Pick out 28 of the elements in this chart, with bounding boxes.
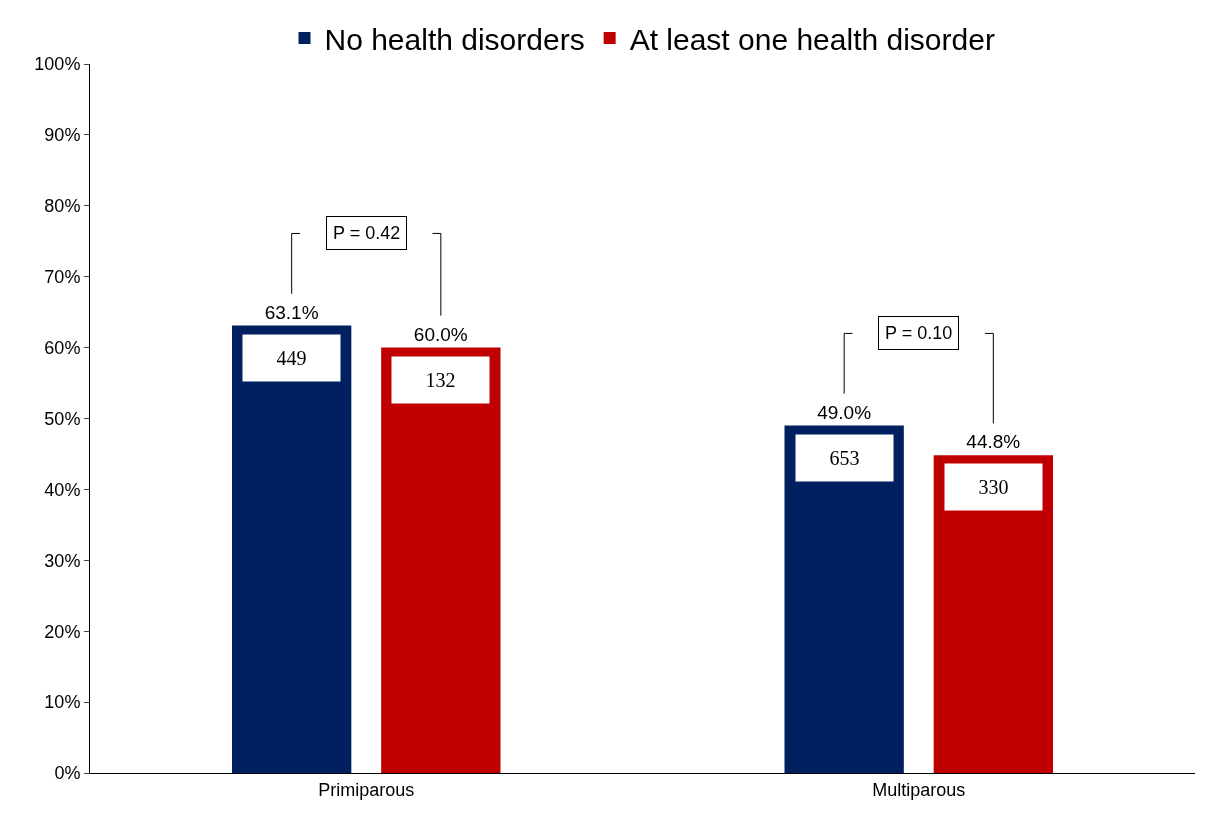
annotation: 653	[829, 447, 860, 469]
x-tick-label: Primiparous	[318, 779, 415, 800]
y-tick-label: 20%	[44, 621, 81, 642]
y-tick-label: 0%	[54, 763, 81, 784]
y-tick-label: 100%	[34, 54, 81, 75]
data-label: 49.0%	[817, 401, 872, 423]
data-label: 44.8%	[966, 431, 1021, 453]
data-label: 60.0%	[413, 323, 468, 345]
y-tick-label: 50%	[44, 408, 81, 429]
x-tick-label: Multiparous	[872, 779, 966, 800]
bar	[381, 347, 501, 773]
y-tick-label: 90%	[44, 125, 81, 146]
y-tick-label: 60%	[44, 337, 81, 358]
y-tick-label: 10%	[44, 692, 81, 713]
bar	[231, 325, 352, 773]
y-tick-label: 70%	[44, 267, 81, 287]
annotation: 132	[425, 369, 456, 391]
annotation: P = 0.42	[333, 223, 401, 243]
bar	[784, 425, 904, 773]
annotation: 330	[978, 476, 1009, 498]
y-tick-label: 40%	[44, 479, 81, 500]
legend-label: At least one health disorder	[629, 22, 995, 56]
annotation: 449	[276, 347, 307, 369]
annotation: P = 0.10	[885, 323, 953, 343]
y-tick-label: 30%	[44, 550, 81, 571]
data-label: 63.1%	[264, 301, 319, 323]
y-tick-label: 80%	[44, 196, 81, 217]
legend-label: No health disorders	[324, 22, 585, 56]
